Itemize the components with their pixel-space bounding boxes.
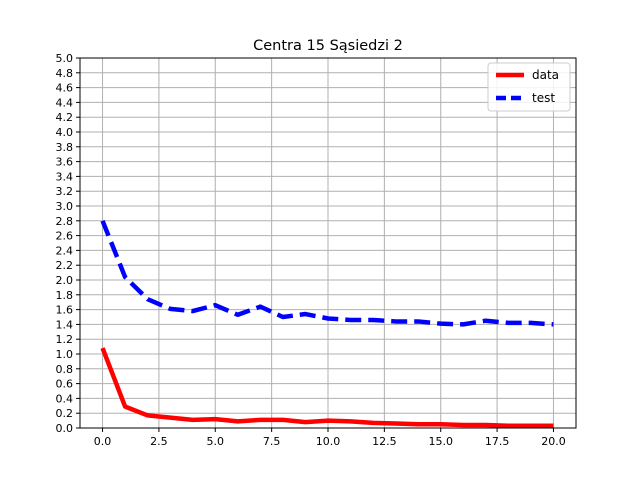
y-tick-label: 2.0 bbox=[56, 274, 74, 287]
legend-label-test: test bbox=[532, 91, 555, 105]
y-tick-label: 2.6 bbox=[56, 230, 74, 243]
y-tick-label: 0.4 bbox=[56, 392, 74, 405]
x-tick-label: 20.0 bbox=[541, 435, 566, 448]
x-tick-label: 17.5 bbox=[485, 435, 510, 448]
series-line-data bbox=[100, 347, 554, 429]
y-tick-label: 0.6 bbox=[56, 378, 74, 391]
y-axis: 0.00.20.40.60.81.01.21.41.61.82.02.22.42… bbox=[56, 52, 80, 435]
x-tick-label: 0.0 bbox=[94, 435, 112, 448]
x-tick-label: 10.0 bbox=[316, 435, 341, 448]
y-tick-label: 5.0 bbox=[56, 52, 74, 65]
y-tick-label: 3.0 bbox=[56, 200, 74, 213]
y-tick-label: 0.0 bbox=[56, 422, 74, 435]
x-tick-label: 2.5 bbox=[150, 435, 168, 448]
x-tick-label: 12.5 bbox=[372, 435, 397, 448]
legend-label-data: data bbox=[532, 68, 559, 82]
y-tick-label: 4.4 bbox=[56, 96, 74, 109]
y-tick-label: 2.4 bbox=[56, 244, 74, 257]
x-tick-label: 7.5 bbox=[263, 435, 281, 448]
y-tick-label: 3.8 bbox=[56, 141, 74, 154]
chart-title: Centra 15 Sąsiedzi 2 bbox=[253, 38, 403, 54]
y-tick-label: 1.0 bbox=[56, 348, 74, 361]
y-tick-label: 4.8 bbox=[56, 67, 74, 80]
y-tick-label: 1.4 bbox=[56, 318, 74, 331]
legend: data test bbox=[487, 62, 571, 112]
y-tick-label: 4.0 bbox=[56, 126, 74, 139]
y-tick-label: 2.2 bbox=[56, 259, 74, 272]
y-tick-label: 1.2 bbox=[56, 333, 74, 346]
series-lines bbox=[100, 219, 554, 429]
y-tick-label: 3.2 bbox=[56, 185, 74, 198]
y-tick-label: 4.6 bbox=[56, 82, 74, 95]
y-tick-label: 1.8 bbox=[56, 289, 74, 302]
y-tick-label: 0.2 bbox=[56, 407, 74, 420]
x-tick-label: 15.0 bbox=[428, 435, 453, 448]
y-tick-label: 4.2 bbox=[56, 111, 74, 124]
y-tick-label: 0.8 bbox=[56, 363, 74, 376]
y-tick-label: 2.8 bbox=[56, 215, 74, 228]
x-axis: 0.0 2.5 5.0 7.5 10.0 12.5 15.0 17.5 20.0 bbox=[94, 428, 566, 448]
y-tick-label: 3.6 bbox=[56, 156, 74, 169]
y-tick-label: 3.4 bbox=[56, 170, 74, 183]
series-line-test bbox=[100, 219, 554, 327]
y-tick-label: 1.6 bbox=[56, 304, 74, 317]
x-tick-label: 5.0 bbox=[207, 435, 225, 448]
